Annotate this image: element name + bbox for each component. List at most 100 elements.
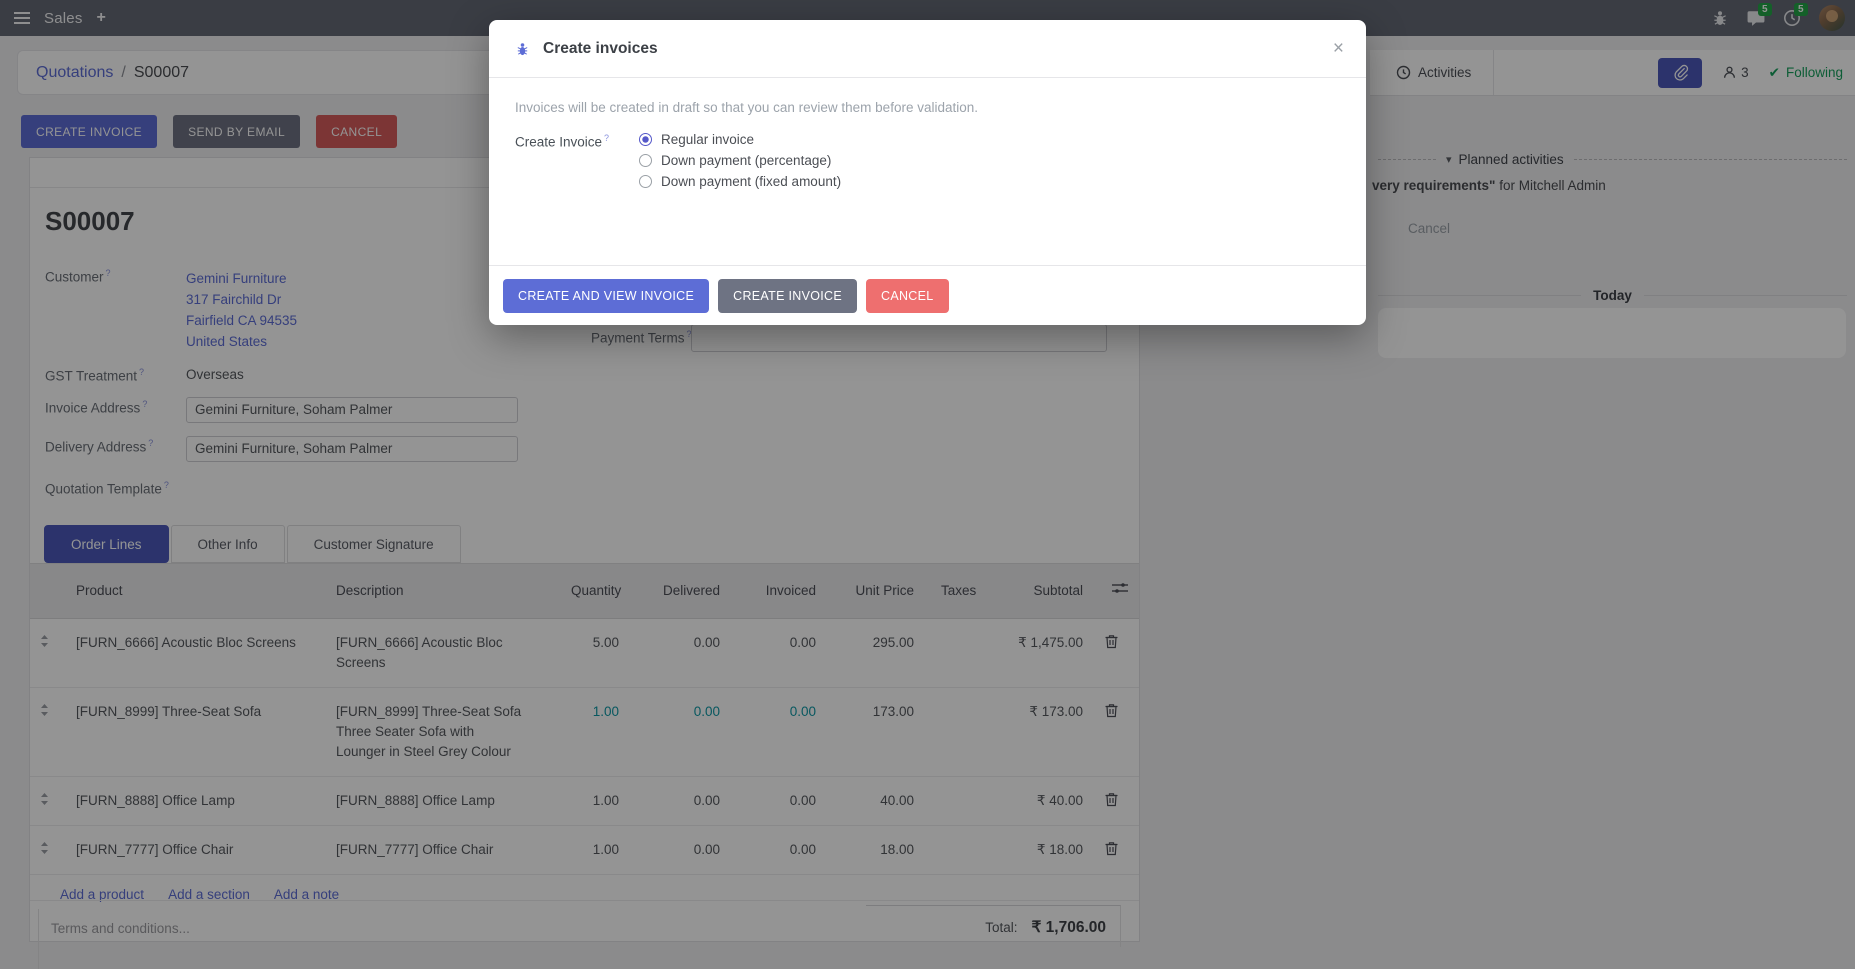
invoice-type-radio-group: Regular invoice Down payment (percentage… — [639, 132, 841, 189]
add-a-note-link[interactable]: Add a note — [273, 887, 340, 902]
radio-down-payment-fixed-input[interactable] — [639, 175, 652, 188]
cell-quantity[interactable]: 1.00 — [592, 842, 619, 857]
create-and-view-invoice-button[interactable]: CREATE AND VIEW INVOICE — [503, 278, 710, 313]
cell-description[interactable]: [FURN_6666] Acoustic Bloc Screens — [336, 635, 503, 670]
activities-clock-icon[interactable]: 5 — [1783, 3, 1808, 27]
breadcrumb-quotations-link[interactable]: Quotations — [36, 63, 114, 81]
delete-row-icon[interactable] — [1088, 777, 1139, 813]
activity-summary: very requirements" for Mitchell Admin — [1372, 178, 1606, 193]
cell-description[interactable]: [FURN_8999] Three-Seat Sofa Three Seater… — [336, 704, 522, 759]
cell-quantity[interactable]: 5.00 — [592, 635, 619, 650]
delete-row-icon[interactable] — [1088, 619, 1139, 655]
customer-name-link[interactable]: Gemini Furniture — [186, 271, 287, 286]
tab-other-info[interactable]: Other Info — [170, 525, 285, 563]
drag-handle-icon[interactable] — [30, 826, 60, 854]
cell-unit-price[interactable]: 18.00 — [880, 842, 914, 857]
cell-delivered[interactable]: 0.00 — [693, 793, 720, 808]
delivery-address-field[interactable] — [186, 435, 518, 462]
cell-delivered[interactable]: 0.00 — [693, 635, 720, 650]
cell-product[interactable]: [FURN_8999] Three-Seat Sofa — [76, 704, 262, 719]
cell-product[interactable]: [FURN_6666] Acoustic Bloc Screens — [76, 635, 296, 650]
delete-row-icon[interactable] — [1088, 826, 1139, 862]
total-label: Total: — [985, 920, 1018, 935]
cancel-dialog-button[interactable]: CANCEL — [866, 278, 949, 313]
create-invoice-button[interactable]: CREATE INVOICE — [21, 115, 158, 148]
messages-icon[interactable]: 5 — [1747, 3, 1772, 27]
col-product[interactable]: Product — [76, 583, 123, 598]
optional-columns-icon[interactable] — [1088, 564, 1139, 618]
cell-delivered[interactable]: 0.00 — [693, 704, 720, 719]
radio-regular-invoice-input[interactable] — [639, 133, 652, 146]
following-button[interactable]: ✔ Following — [1768, 64, 1843, 81]
drag-handle-icon[interactable] — [30, 688, 60, 716]
table-row[interactable]: [FURN_6666] Acoustic Bloc Screens [FURN_… — [30, 619, 1139, 688]
terms-and-conditions-field[interactable] — [38, 909, 678, 969]
customer-street-link[interactable]: 317 Fairchild Dr — [186, 292, 282, 307]
list-add-links: Add a product Add a section Add a note — [30, 875, 1139, 916]
radio-regular-invoice[interactable]: Regular invoice — [639, 132, 841, 147]
create-invoice-field-label: Create Invoice? — [515, 133, 610, 150]
drag-handle-icon[interactable] — [30, 777, 60, 805]
today-divider: Today — [1378, 288, 1848, 303]
cell-quantity[interactable]: 1.00 — [592, 704, 619, 719]
activity-cancel-link[interactable]: Cancel — [1408, 221, 1451, 236]
customer-city-link[interactable]: Fairfield CA 94535 — [186, 313, 298, 328]
delete-row-icon[interactable] — [1088, 688, 1139, 724]
cell-quantity[interactable]: 1.00 — [592, 793, 619, 808]
cell-invoiced[interactable]: 0.00 — [789, 704, 816, 719]
cell-subtotal: ₹ 40.00 — [1036, 793, 1083, 808]
cell-product[interactable]: [FURN_8888] Office Lamp — [76, 793, 235, 808]
user-avatar[interactable] — [1819, 5, 1845, 31]
col-description[interactable]: Description — [336, 583, 404, 598]
cell-subtotal: ₹ 18.00 — [1036, 842, 1083, 857]
radio-down-payment-percentage[interactable]: Down payment (percentage) — [639, 153, 841, 168]
cell-product[interactable]: [FURN_7777] Office Chair — [76, 842, 234, 857]
cell-unit-price[interactable]: 40.00 — [880, 793, 914, 808]
customer-country-link[interactable]: United States — [186, 334, 268, 349]
col-quantity[interactable]: Quantity — [571, 583, 622, 598]
cell-unit-price[interactable]: 173.00 — [872, 704, 914, 719]
table-row[interactable]: [FURN_8999] Three-Seat Sofa [FURN_8999] … — [30, 688, 1139, 777]
radio-down-payment-fixed[interactable]: Down payment (fixed amount) — [639, 174, 841, 189]
col-invoiced[interactable]: Invoiced — [765, 583, 816, 598]
cell-invoiced[interactable]: 0.00 — [789, 842, 816, 857]
total-value: ₹ 1,706.00 — [1031, 919, 1106, 936]
add-a-product-link[interactable]: Add a product — [60, 887, 145, 902]
planned-activities-toggle[interactable]: ▾ Planned activities — [1446, 152, 1564, 167]
message-row[interactable] — [1378, 308, 1846, 358]
cell-delivered[interactable]: 0.00 — [693, 842, 720, 857]
col-unit-price[interactable]: Unit Price — [855, 583, 914, 598]
radio-down-payment-percentage-input[interactable] — [639, 154, 652, 167]
activities-button[interactable]: Activities — [1370, 50, 1495, 95]
table-row[interactable]: [FURN_8888] Office Lamp [FURN_8888] Offi… — [30, 777, 1139, 826]
table-row[interactable]: [FURN_7777] Office Chair [FURN_7777] Off… — [30, 826, 1139, 875]
menu-icon[interactable] — [14, 12, 30, 24]
col-taxes[interactable]: Taxes — [941, 583, 977, 598]
help-icon: ? — [142, 398, 148, 409]
create-invoice-confirm-button[interactable]: CREATE INVOICE — [718, 278, 857, 313]
add-a-section-link[interactable]: Add a section — [168, 887, 250, 902]
col-subtotal[interactable]: Subtotal — [1033, 583, 1083, 598]
send-by-email-button[interactable]: SEND BY EMAIL — [173, 115, 301, 148]
close-icon[interactable]: × — [1332, 38, 1344, 59]
app-menu-sales[interactable]: Sales — [44, 9, 83, 27]
add-tab-icon[interactable]: + — [96, 9, 106, 26]
tab-order-lines[interactable]: Order Lines — [44, 525, 169, 563]
cell-description[interactable]: [FURN_8888] Office Lamp — [336, 793, 495, 808]
invoice-address-field[interactable] — [186, 396, 518, 423]
col-delivered[interactable]: Delivered — [662, 583, 720, 598]
debug-bug-icon[interactable] — [1711, 9, 1729, 27]
cell-unit-price[interactable]: 295.00 — [872, 635, 914, 650]
breadcrumb-current: S00007 — [133, 63, 190, 81]
followers-button[interactable]: 3 — [1722, 65, 1749, 80]
tab-customer-signature[interactable]: Customer Signature — [286, 525, 461, 563]
attach-files-button[interactable] — [1658, 57, 1703, 88]
drag-handle-icon[interactable] — [30, 619, 60, 647]
payment-terms-field[interactable] — [691, 324, 1107, 352]
cell-subtotal: ₹ 173.00 — [1029, 704, 1083, 719]
cancel-order-button[interactable]: CANCEL — [316, 115, 398, 148]
cell-description[interactable]: [FURN_7777] Office Chair — [336, 842, 494, 857]
cell-invoiced[interactable]: 0.00 — [789, 635, 816, 650]
gst-treatment-label: GST Treatment? — [45, 367, 145, 384]
cell-invoiced[interactable]: 0.00 — [789, 793, 816, 808]
